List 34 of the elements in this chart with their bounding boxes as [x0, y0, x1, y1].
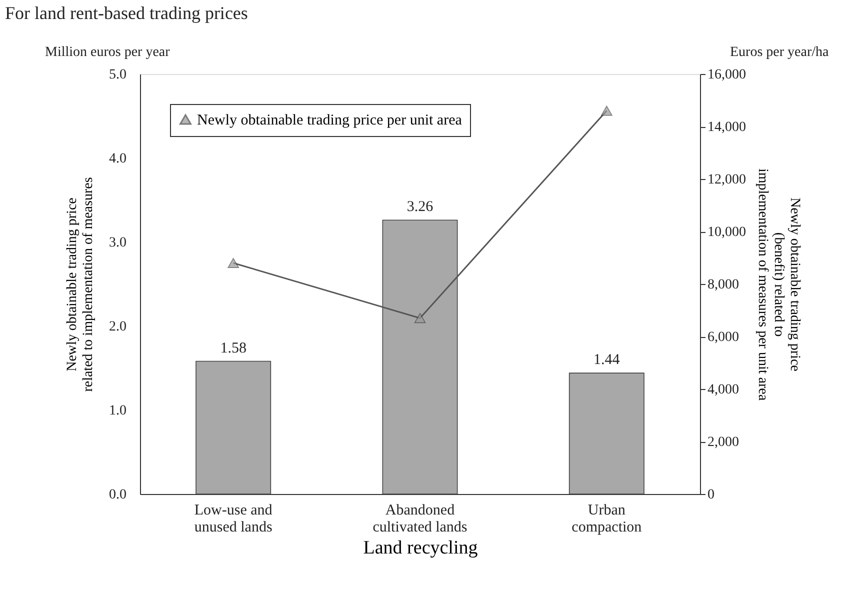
y-tick-label: 0.0 [109, 488, 126, 502]
data-label: 1.44 [594, 352, 620, 368]
bar [382, 220, 458, 494]
point [414, 313, 426, 324]
y-axis-title: Newly obtainable trading price related to implementation of measures [65, 177, 96, 392]
y2-axis-title: Newly obtainable trading price (benefit) related to implementation of measures per unit area [755, 168, 802, 402]
y2-tick-label: 4,000 [708, 382, 739, 398]
y2-tick-label: 10,000 [708, 225, 746, 240]
x-axis-title: Land recycling [363, 538, 478, 558]
y-tick-label: 4.0 [109, 152, 126, 166]
point [601, 106, 612, 116]
bar [568, 372, 644, 494]
text: Euros per year/ha [730, 45, 830, 60]
point [228, 258, 239, 268]
y2-tick-label: 16,000 [708, 68, 746, 82]
y-tick-label: 3.0 [109, 236, 126, 250]
y2-tick-label: 2,000 [708, 435, 739, 450]
y-tick-label: 5.0 [109, 68, 126, 82]
x-tick-label: Urban compaction [572, 502, 642, 536]
text: Million euros per year [45, 45, 170, 60]
y2-tick-label: 12,000 [708, 172, 746, 188]
x-tick-label: Low-use and unused lands [194, 502, 273, 536]
y-tick-label: 1.0 [109, 404, 126, 418]
y2-tick-label: 6,000 [708, 330, 739, 345]
y2-tick-label: 8,000 [708, 278, 739, 292]
chart-title: For land rent-based trading prices [5, 3, 248, 23]
bar [196, 360, 272, 494]
data-label: 1.58 [220, 340, 246, 356]
y2-tick-label: 14,000 [708, 120, 746, 135]
x-tick-label: Abandoned cultivated lands [372, 502, 468, 536]
y-tick-label: 2.0 [109, 320, 126, 334]
data-label: 3.26 [406, 199, 434, 216]
y2-tick-label: 0 [708, 488, 714, 502]
legend-label: Newly obtainable trading price per unit area [197, 112, 462, 128]
